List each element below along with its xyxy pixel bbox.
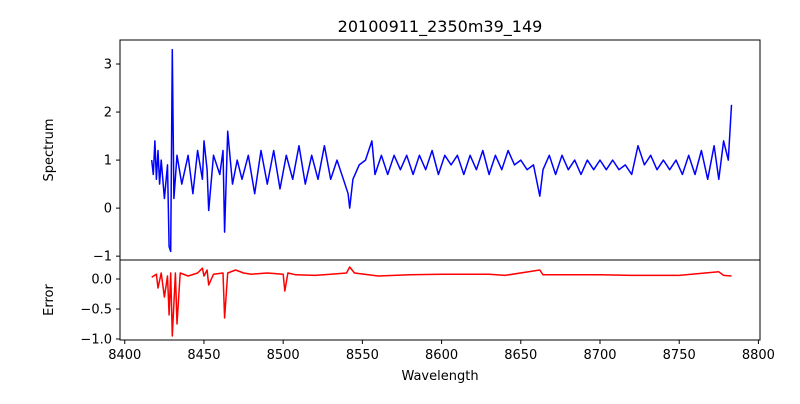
spectrum-axes: −1 0 1 2 3 — [93, 39, 761, 265]
spectrum-y-tick-label: 1 — [104, 154, 112, 169]
chart-title: 20100911_2350m39_149 — [338, 17, 543, 37]
spectrum-frame — [119, 39, 761, 261]
error-x-tick-label: 8550 — [346, 348, 379, 363]
error-y-tick-label: −0.5 — [80, 302, 112, 317]
error-y-label: Error — [42, 284, 57, 316]
error-series-line — [151, 266, 732, 337]
spectrum-y-tick-label: 2 — [104, 106, 112, 121]
x-axis-label: Wavelength — [401, 369, 478, 384]
error-x-tick-label: 8700 — [583, 348, 616, 363]
error-axes: −1.0 −0.5 0.0 8400 8450 8500 8550 8600 8650 8700 8… — [80, 259, 775, 363]
spectrum-y-tick-label: −1 — [93, 250, 112, 265]
error-y-tick-label: −1.0 — [80, 332, 112, 347]
error-x-tick-label: 8750 — [663, 348, 696, 363]
error-x-tick-label: 8650 — [504, 348, 537, 363]
error-x-tick-label: 8450 — [187, 348, 220, 363]
spectrum-series-line — [150, 48, 733, 253]
error-frame — [119, 259, 761, 341]
spectrum-y-label: Spectrum — [42, 119, 57, 182]
error-x-tick-label: 8600 — [425, 348, 458, 363]
error-x-tick-label: 8500 — [267, 348, 300, 363]
error-y-tick-label: 0.0 — [91, 273, 112, 288]
error-x-tick-label: 8800 — [742, 348, 775, 363]
spectrum-y-tick-label: 3 — [104, 58, 112, 73]
error-x-tick-label: 8400 — [108, 348, 141, 363]
spectrum-y-tick-label: 0 — [104, 202, 112, 217]
